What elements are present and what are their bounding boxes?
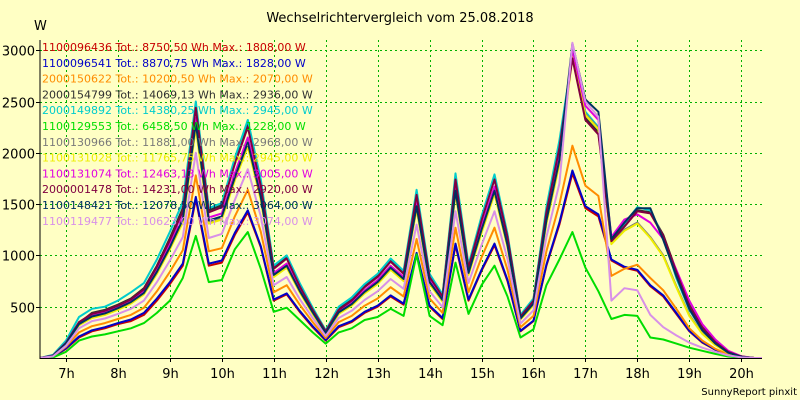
footer-text: SunnyReport pinxit [701,387,797,398]
x-tick-label: 20h [729,367,754,382]
legend: 1100096436 Tot.: 8750,50 Wh Max.: 1808,0… [42,41,313,228]
series-line [39,42,762,359]
x-tick-label: 19h [677,367,702,382]
series-line [39,144,762,359]
legend-entry: 1100119477 Tot.: 10623,00 Wh Max.: 3074,… [42,215,313,228]
x-tick-label: 15h [470,367,495,382]
series-line [39,41,762,359]
y-tick-labels: 500 1000 1500 2000 2500 3000 [2,45,35,317]
axes [39,40,762,359]
x-tick-label: 16h [521,367,546,382]
x-tick-label: 7h [58,367,75,382]
x-tick-label: 17h [573,367,598,382]
x-tick-label: 14h [418,367,443,382]
y-axis-unit-label: W [34,19,47,34]
x-tick-label: 10h [210,367,235,382]
chart-title: Wechselrichtervergleich vom 25.08.2018 [266,11,533,26]
y-tick-label: 500 [10,302,35,317]
legend-entry: 2000150622 Tot.: 10200,50 Wh Max.: 2070,… [42,73,313,86]
legend-entry: 1100131074 Tot.: 12463,13 Wh Max.: 3005,… [42,167,313,180]
y-tick-label: 2500 [2,97,35,112]
legend-entry: 2000149892 Tot.: 14380,25 Wh Max.: 2945,… [42,104,313,117]
legend-entry: 2000154799 Tot.: 14069,13 Wh Max.: 2936,… [42,88,313,101]
legend-entry: 1100096541 Tot.: 8870,75 Wh Max.: 1828,0… [42,57,306,70]
legend-entry: 2000001478 Tot.: 14231,00 Wh Max.: 2920,… [42,183,313,196]
plot-area [40,40,762,358]
legend-entry: 1100129553 Tot.: 6458,50 Wh Max.: 1228,0… [42,120,306,133]
x-tick-label: 18h [625,367,650,382]
series-line [39,231,762,359]
legend-entry: 1100148421 Tot.: 12078,50 Wh Max.: 3064,… [42,199,313,212]
x-tick-label: 11h [262,367,287,382]
series-lines [39,41,762,359]
legend-entry: 1100096436 Tot.: 8750,50 Wh Max.: 1808,0… [42,41,306,54]
x-tick-label: 8h [110,367,127,382]
x-tick-labels: 7h 8h 9h 10h 11h 12h 13h 14h 15h 16h 17h 18h 19h 20h [58,367,754,382]
legend-entry: 1100131028 Tot.: 11765,75 Wh Max.: 2945,… [42,152,313,165]
y-tick-label: 1000 [2,250,35,265]
legend-entry: 1100130966 Tot.: 11881,00 Wh Max.: 2968,… [42,136,313,149]
y-tick-label: 1500 [2,199,35,214]
y-tick-label: 2000 [2,148,35,163]
x-tick-label: 12h [314,367,339,382]
x-tick-label: 9h [162,367,179,382]
y-tick-label: 3000 [2,45,35,60]
x-tick-label: 13h [366,367,391,382]
series-line [39,169,762,359]
